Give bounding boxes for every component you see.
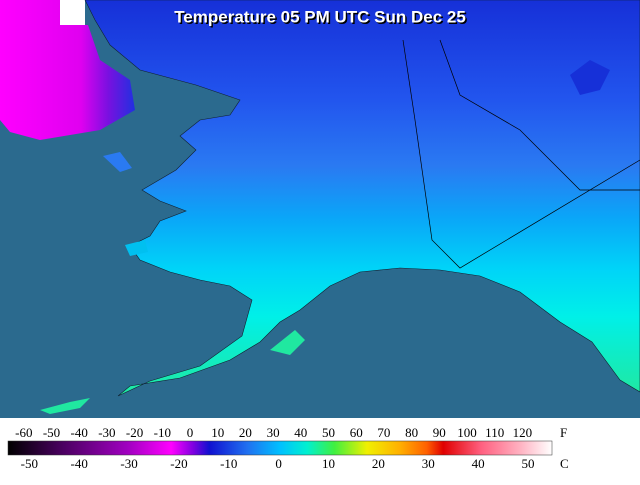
f-label: 110 (485, 425, 504, 440)
island (103, 152, 132, 172)
f-label: 80 (405, 425, 418, 440)
c-label: 40 (472, 456, 485, 471)
c-label: -10 (220, 456, 237, 471)
f-label: -60 (15, 425, 32, 440)
c-unit: C (560, 456, 569, 471)
f-label: -10 (154, 425, 171, 440)
c-label: 20 (372, 456, 385, 471)
c-label: 30 (422, 456, 435, 471)
f-label: 0 (187, 425, 194, 440)
russia (0, 0, 135, 140)
f-label: -50 (43, 425, 60, 440)
f-label: 90 (433, 425, 446, 440)
c-label: -50 (21, 456, 38, 471)
border (439, 39, 640, 191)
f-label: 30 (267, 425, 280, 440)
no-data (60, 0, 85, 25)
c-label: -20 (170, 456, 187, 471)
border (402, 39, 640, 269)
c-label: 50 (521, 456, 534, 471)
alaska (84, 0, 640, 397)
island (570, 60, 610, 95)
colorbar-labels: -60 -50 -40 -30 -20 -10 0 10 20 30 40 50 60 70 80 90 100… (15, 425, 534, 471)
c-label: 10 (322, 456, 335, 471)
f-label: 20 (239, 425, 252, 440)
f-label: -20 (126, 425, 143, 440)
c-label: 0 (275, 456, 282, 471)
island (125, 240, 148, 256)
f-label: -30 (98, 425, 115, 440)
title: Temperature 05 PM UTC Sun Dec 25 (174, 7, 466, 26)
f-label: 50 (322, 425, 335, 440)
f-label: -40 (71, 425, 88, 440)
f-unit: F (560, 425, 567, 440)
f-label: 10 (211, 425, 224, 440)
f-label: 100 (457, 425, 477, 440)
kodiak (270, 330, 305, 355)
aleutian (40, 398, 90, 414)
color-bar (7, 440, 553, 456)
c-label: -40 (71, 456, 88, 471)
f-label: 120 (513, 425, 533, 440)
f-label: 60 (350, 425, 363, 440)
c-label: -30 (120, 456, 137, 471)
f-label: 40 (294, 425, 307, 440)
f-label: 70 (377, 425, 390, 440)
title-shadow: Temperature 05 PM UTC Sun Dec 25 (176, 9, 468, 28)
